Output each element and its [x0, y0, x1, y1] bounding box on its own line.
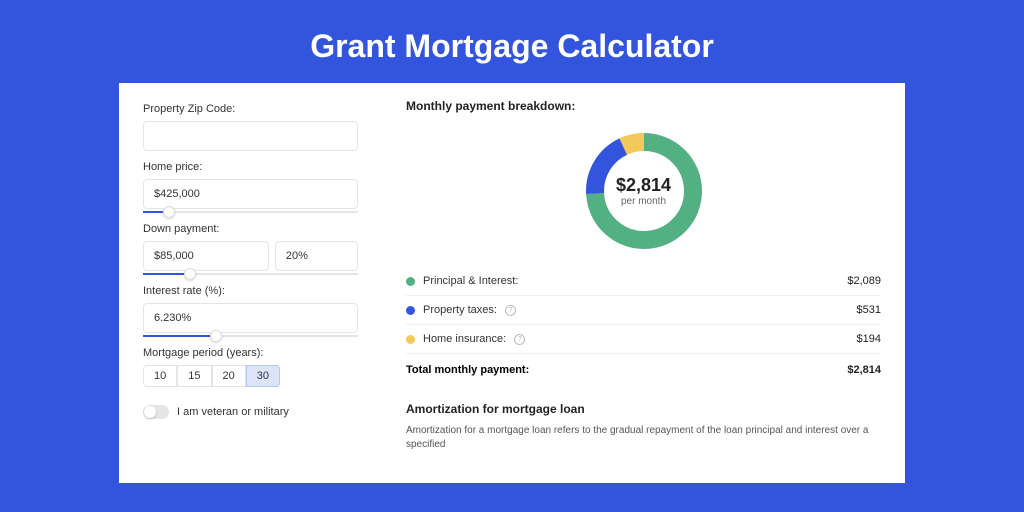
- home-price-input[interactable]: [143, 179, 358, 209]
- interest-rate-label: Interest rate (%):: [143, 285, 358, 297]
- interest-rate-slider[interactable]: [143, 335, 358, 337]
- amortization-text: Amortization for a mortgage loan refers …: [406, 424, 881, 452]
- down-payment-label: Down payment:: [143, 223, 358, 235]
- down-payment-pct-input[interactable]: [275, 241, 358, 271]
- period-option-10[interactable]: 10: [143, 365, 177, 387]
- breakdown-row: Principal & Interest: $2,089: [406, 267, 881, 296]
- toggle-knob: [144, 406, 156, 418]
- down-payment-slider[interactable]: [143, 273, 358, 275]
- form-column: Property Zip Code: Home price: Down paym…: [119, 83, 382, 483]
- zip-input[interactable]: [143, 121, 358, 151]
- info-icon[interactable]: ?: [514, 334, 525, 345]
- breakdown-row: Property taxes:? $531: [406, 296, 881, 325]
- veteran-toggle[interactable]: [143, 405, 169, 419]
- amortization-title: Amortization for mortgage loan: [406, 402, 881, 416]
- legend-dot: [406, 306, 415, 315]
- period-option-20[interactable]: 20: [212, 365, 246, 387]
- home-price-label: Home price:: [143, 161, 358, 173]
- home-price-slider[interactable]: [143, 211, 358, 213]
- total-value: $2,814: [847, 364, 881, 376]
- period-group: 10152030: [143, 365, 358, 387]
- info-icon[interactable]: ?: [505, 305, 516, 316]
- period-option-30[interactable]: 30: [246, 365, 280, 387]
- donut-chart: $2,814 per month: [406, 123, 881, 267]
- period-label: Mortgage period (years):: [143, 347, 358, 359]
- legend-dot: [406, 335, 415, 344]
- breakdown-value: $2,089: [847, 275, 881, 287]
- down-payment-input[interactable]: [143, 241, 269, 271]
- calculator-panel: Property Zip Code: Home price: Down paym…: [119, 83, 905, 483]
- slider-thumb[interactable]: [184, 268, 196, 280]
- donut-sub: per month: [616, 196, 671, 207]
- breakdown-title: Monthly payment breakdown:: [406, 99, 881, 113]
- legend-dot: [406, 277, 415, 286]
- veteran-label: I am veteran or military: [177, 406, 289, 418]
- breakdown-value: $194: [857, 333, 881, 345]
- total-label: Total monthly payment:: [406, 364, 529, 376]
- breakdown-label: Property taxes:: [423, 304, 497, 316]
- slider-thumb[interactable]: [163, 206, 175, 218]
- period-option-15[interactable]: 15: [177, 365, 211, 387]
- zip-label: Property Zip Code:: [143, 103, 358, 115]
- donut-amount: $2,814: [616, 175, 671, 196]
- breakdown-row: Home insurance:? $194: [406, 325, 881, 354]
- slider-thumb[interactable]: [210, 330, 222, 342]
- page-title: Grant Mortgage Calculator: [0, 0, 1024, 83]
- breakdown-column: Monthly payment breakdown: $2,814 per mo…: [382, 83, 905, 483]
- breakdown-label: Home insurance:: [423, 333, 506, 345]
- interest-rate-input[interactable]: [143, 303, 358, 333]
- breakdown-value: $531: [857, 304, 881, 316]
- total-row: Total monthly payment: $2,814: [406, 354, 881, 384]
- breakdown-label: Principal & Interest:: [423, 275, 518, 287]
